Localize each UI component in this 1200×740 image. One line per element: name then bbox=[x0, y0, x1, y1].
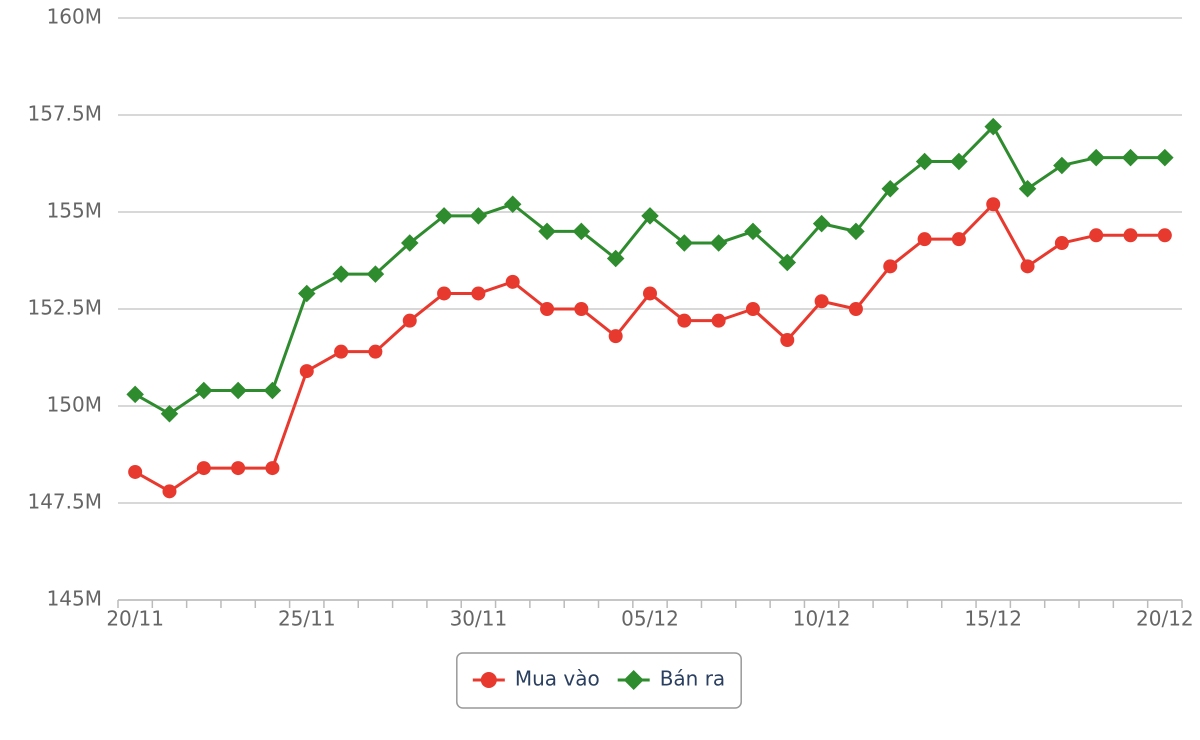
marker bbox=[540, 302, 555, 316]
marker bbox=[1121, 148, 1140, 167]
marker bbox=[128, 464, 143, 479]
marker bbox=[677, 313, 692, 328]
marker bbox=[984, 117, 1002, 136]
marker bbox=[780, 333, 795, 348]
marker bbox=[1089, 228, 1104, 243]
marker bbox=[126, 385, 144, 404]
marker bbox=[951, 232, 966, 247]
marker bbox=[986, 197, 1001, 212]
series-line bbox=[134, 125, 1165, 416]
marker bbox=[848, 302, 863, 316]
marker bbox=[608, 329, 623, 344]
marker bbox=[505, 274, 520, 289]
marker bbox=[915, 152, 934, 171]
marker bbox=[160, 405, 179, 423]
x-tick-label: 25/11 bbox=[278, 607, 336, 631]
y-tick-label: 160M bbox=[47, 5, 102, 29]
y-tick-label: 147.5M bbox=[27, 490, 102, 514]
marker bbox=[332, 265, 350, 283]
legend: Mua vào Bán ra bbox=[456, 652, 742, 709]
marker bbox=[503, 195, 522, 213]
marker bbox=[1054, 236, 1069, 251]
marker bbox=[1156, 148, 1174, 167]
marker bbox=[299, 364, 314, 379]
x-tick-label: 30/11 bbox=[450, 607, 508, 631]
marker bbox=[437, 286, 452, 301]
marker bbox=[480, 672, 497, 688]
x-tick-label: 20/12 bbox=[1136, 607, 1194, 631]
marker bbox=[469, 207, 488, 225]
marker bbox=[1157, 228, 1172, 243]
marker bbox=[711, 313, 726, 328]
x-tick-label: 05/12 bbox=[621, 607, 679, 631]
marker bbox=[1018, 179, 1037, 198]
marker bbox=[265, 461, 280, 476]
marker bbox=[400, 234, 419, 252]
marker bbox=[883, 259, 898, 274]
marker bbox=[572, 222, 591, 241]
marker bbox=[334, 344, 349, 359]
marker bbox=[298, 284, 316, 303]
x-tick-label: 10/12 bbox=[793, 607, 851, 631]
marker bbox=[641, 207, 659, 225]
marker bbox=[263, 381, 282, 400]
y-tick-label: 145M bbox=[47, 587, 102, 611]
marker bbox=[709, 234, 728, 252]
marker bbox=[196, 461, 211, 476]
marker bbox=[162, 484, 177, 499]
marker bbox=[1087, 148, 1105, 167]
marker bbox=[368, 344, 383, 359]
marker bbox=[643, 286, 657, 301]
marker bbox=[812, 214, 831, 233]
marker bbox=[745, 302, 760, 316]
legend-box bbox=[456, 652, 742, 709]
marker bbox=[606, 249, 625, 268]
marker bbox=[366, 265, 385, 283]
marker bbox=[574, 302, 589, 316]
marker bbox=[538, 222, 556, 241]
marker bbox=[471, 286, 486, 301]
y-tick-label: 150M bbox=[47, 393, 102, 417]
series-line bbox=[134, 202, 1165, 493]
y-tick-label: 152.5M bbox=[27, 296, 102, 320]
marker bbox=[744, 222, 762, 241]
legend-label: Bán ra bbox=[660, 667, 726, 691]
marker bbox=[1020, 259, 1035, 274]
marker bbox=[950, 152, 968, 171]
marker bbox=[231, 461, 246, 476]
x-tick-label: 15/12 bbox=[964, 607, 1022, 631]
marker bbox=[778, 253, 797, 272]
y-tick-label: 155M bbox=[47, 199, 102, 223]
marker bbox=[847, 222, 865, 241]
marker bbox=[623, 670, 644, 690]
marker bbox=[1123, 228, 1138, 243]
y-tick-label: 157.5M bbox=[27, 102, 102, 126]
x-tick-label: 20/11 bbox=[106, 607, 164, 631]
marker bbox=[402, 313, 417, 328]
marker bbox=[917, 232, 932, 247]
marker bbox=[435, 207, 453, 225]
marker bbox=[675, 234, 694, 252]
marker bbox=[881, 179, 900, 198]
marker bbox=[814, 294, 829, 309]
marker bbox=[229, 381, 247, 400]
marker bbox=[1053, 156, 1071, 175]
legend-label: Mua vào bbox=[515, 667, 600, 691]
marker bbox=[195, 381, 213, 400]
